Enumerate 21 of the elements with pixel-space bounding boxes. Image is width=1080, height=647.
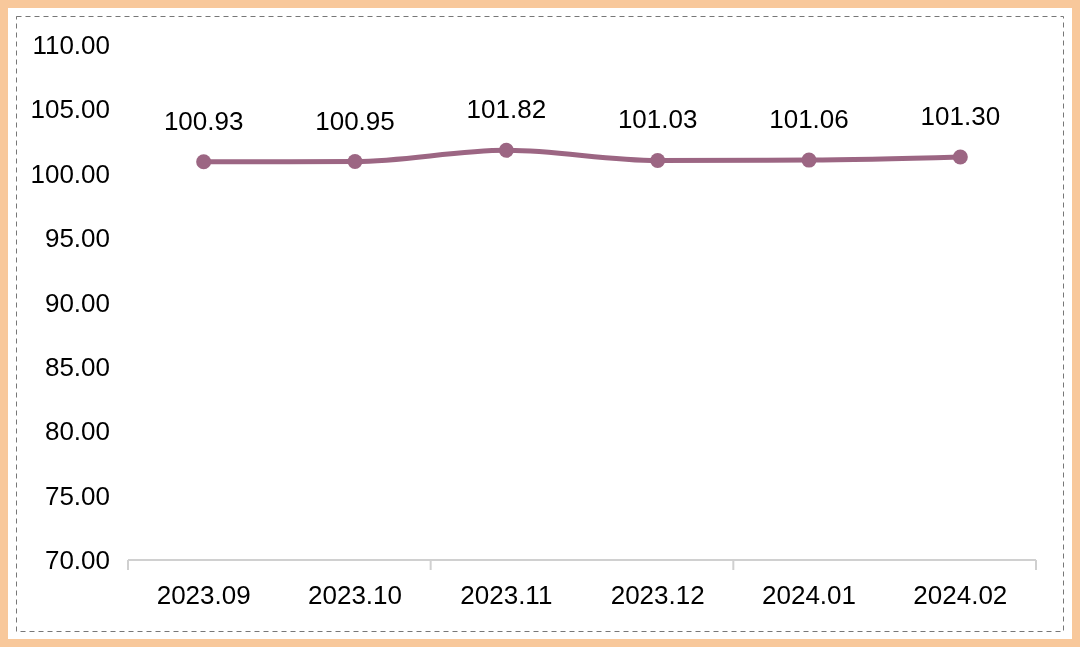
y-tick-label: 90.00 [44,287,110,318]
x-tick-label: 2023.11 [460,580,553,610]
y-tick-label: 95.00 [44,223,110,254]
data-label: 100.95 [315,105,395,136]
y-tick-label: 85.00 [44,351,110,382]
data-label: 100.93 [163,105,244,136]
x-tick-label: 2023.12 [610,580,705,610]
data-label: 101.30 [920,101,1001,132]
y-tick-label: 70.00 [44,545,110,576]
y-tick-label: 80.00 [44,416,110,447]
data-label: 101.82 [466,94,547,125]
y-tick-label: 105.00 [30,94,110,125]
data-label: 101.06 [769,104,849,135]
x-tick-label: 2023.09 [156,580,251,610]
y-tick-label: 110.00 [32,30,110,61]
y-tick-label: 100.00 [30,158,110,189]
x-tick-label: 2024.01 [762,580,856,610]
x-tick-label: 2024.02 [913,580,1008,610]
x-tick-label: 2023.10 [308,580,402,610]
y-tick-label: 75.00 [44,480,110,511]
data-label: 101.03 [617,104,698,135]
